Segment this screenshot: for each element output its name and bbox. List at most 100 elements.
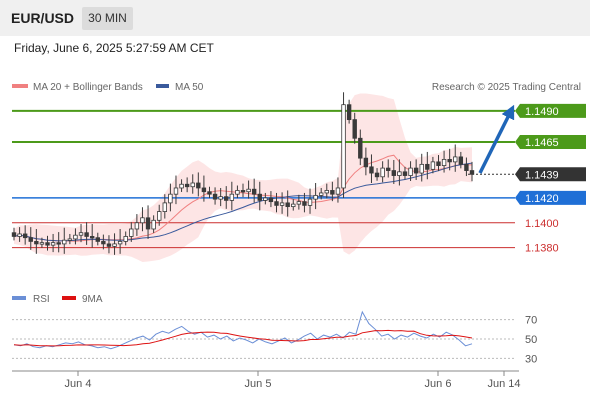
- candle-body: [224, 196, 229, 201]
- candle-body: [246, 188, 251, 193]
- candle-body: [190, 182, 195, 188]
- candle-body: [447, 158, 452, 163]
- candle-body: [341, 104, 346, 189]
- candle-body: [11, 232, 17, 237]
- level-label-1.1380: 1.1380: [525, 243, 559, 255]
- candle-body: [117, 241, 123, 245]
- ma50-line: [13, 162, 473, 242]
- bollinger-band-area: [14, 93, 472, 262]
- candle-body: [358, 137, 363, 159]
- candle-body: [397, 171, 402, 176]
- candle-body: [402, 171, 408, 176]
- candle-body: [101, 241, 106, 245]
- candle-body: [352, 119, 357, 139]
- candle-body: [184, 183, 190, 188]
- candle-body: [157, 211, 162, 221]
- level-tag-1.1465: [515, 134, 586, 149]
- candle-body: [324, 190, 329, 194]
- legend-swatch-rsi: [12, 296, 26, 300]
- candle-body: [279, 202, 285, 206]
- candle-body: [346, 104, 352, 121]
- legend-ma20: MA 20 + Bollinger Bands: [33, 82, 143, 93]
- legend-swatch-9ma: [62, 296, 76, 300]
- candle-body: [251, 188, 257, 195]
- candle-body: [363, 157, 369, 168]
- candle-body: [380, 167, 385, 178]
- candle-body: [235, 190, 240, 195]
- candle-body: [28, 237, 33, 242]
- candle-body: [95, 237, 100, 242]
- header-bar: EUR/USD 30 MIN: [0, 0, 590, 36]
- candle-body: [207, 191, 212, 195]
- candle-body: [335, 187, 341, 195]
- rsi-tick-30: 30: [525, 353, 537, 365]
- chart-timestamp: Friday, June 6, 2025 5:27:59 AM CET: [14, 41, 214, 55]
- candle-body: [425, 163, 430, 170]
- level-label-1.1439: 1.1439: [525, 169, 559, 181]
- candle-body: [318, 192, 324, 196]
- legend-swatch-ma20: [12, 84, 28, 88]
- price-levels: [12, 109, 515, 249]
- candle-body: [391, 170, 397, 176]
- candle-body: [413, 167, 419, 174]
- candle-body: [134, 222, 140, 230]
- candle-body: [89, 236, 95, 239]
- candle-body: [218, 196, 223, 200]
- candle-body: [374, 172, 380, 178]
- candle-body: [151, 219, 156, 230]
- bollinger-bands: [14, 93, 472, 262]
- candle-body: [441, 158, 447, 166]
- candle-body: [179, 183, 184, 189]
- rsi-tick-70: 70: [525, 315, 537, 327]
- level-labels: 1.1490 1.1465 1.1439 1.1420 1.1400 1.1380: [515, 103, 586, 255]
- candle-body: [296, 201, 302, 205]
- candle-body: [17, 233, 22, 237]
- candle-body: [453, 156, 458, 163]
- candle-body: [464, 163, 469, 171]
- candle-body: [212, 193, 218, 200]
- candle-body: [430, 161, 436, 170]
- candle-body: [73, 234, 78, 240]
- candle-body: [257, 193, 262, 201]
- candle-body: [408, 167, 413, 176]
- x-tick-label: Jun 4: [65, 378, 92, 390]
- level-tag-1.1490: [515, 103, 586, 118]
- legend-ma50: MA 50: [175, 82, 204, 93]
- rsi-grid: 70 50 30: [12, 315, 537, 365]
- candle-body: [196, 182, 201, 189]
- candle-body: [34, 241, 39, 245]
- candle-body: [168, 193, 173, 204]
- candle-body: [291, 203, 296, 208]
- candle-body: [263, 197, 268, 201]
- candle-body: [285, 202, 290, 208]
- legend-9ma: 9MA: [82, 294, 103, 305]
- candle-body: [469, 170, 475, 175]
- candle-body: [78, 232, 84, 236]
- x-axis: Jun 4 Jun 5 Jun 6 Jun 14: [65, 371, 521, 390]
- x-tick-label: Jun 14: [487, 378, 520, 390]
- candle-body: [419, 163, 424, 174]
- forecast-arrow: [478, 104, 515, 174]
- x-tick-label: Jun 5: [245, 378, 272, 390]
- candle-body: [56, 242, 61, 245]
- candle-body: [129, 228, 134, 237]
- currency-pair-title: EUR/USD: [11, 10, 75, 26]
- candle-body: [145, 217, 151, 230]
- x-tick-label: Jun 6: [425, 378, 452, 390]
- candle-body: [201, 187, 207, 193]
- candle-body: [386, 167, 391, 171]
- candle-body: [67, 238, 73, 241]
- candle-body: [123, 236, 128, 242]
- candle-body: [45, 242, 50, 246]
- candle-body: [302, 201, 307, 206]
- candlesticks: [11, 92, 475, 255]
- level-label-1.1490: 1.1490: [525, 106, 559, 118]
- candle-body: [173, 187, 179, 195]
- timeframe-button[interactable]: 30 MIN: [82, 7, 133, 30]
- candle-body: [330, 190, 335, 195]
- candle-body: [84, 232, 89, 237]
- candle-body: [458, 156, 464, 165]
- candle-body: [268, 197, 274, 203]
